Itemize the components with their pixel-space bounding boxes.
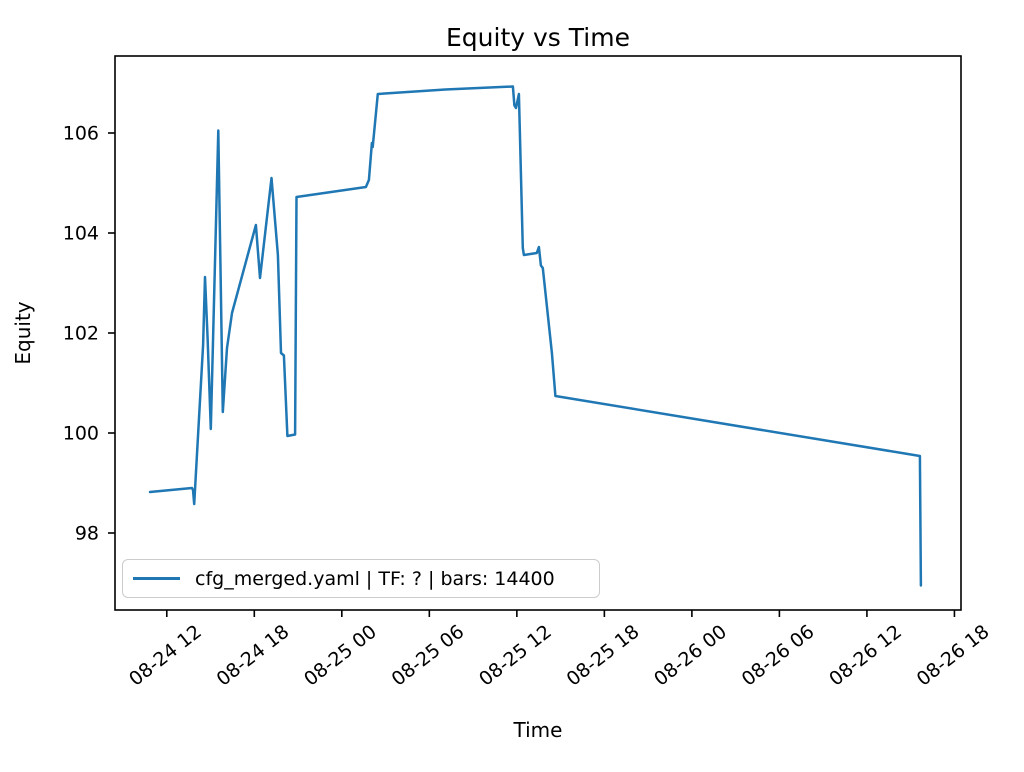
legend-label: cfg_merged.yaml | TF: ? | bars: 14400 <box>195 567 555 590</box>
x-axis-label: Time <box>513 718 563 742</box>
x-tick-label: 08-25 12 <box>475 621 556 691</box>
x-tick-label: 08-25 00 <box>300 621 381 691</box>
legend-line-sample <box>133 577 180 580</box>
plot-border <box>114 55 962 611</box>
y-tick-label: 98 <box>75 523 99 545</box>
legend: cfg_merged.yaml | TF: ? | bars: 14400 <box>122 559 600 598</box>
x-tick-label: 08-26 00 <box>650 621 731 691</box>
x-tick-label: 08-26 18 <box>913 621 994 691</box>
y-tick-label: 106 <box>63 123 99 145</box>
chart-title: Equity vs Time <box>446 23 630 52</box>
x-tick-label: 08-25 18 <box>563 621 644 691</box>
y-axis-label: Equity <box>11 301 35 364</box>
x-tick-label: 08-26 06 <box>738 621 819 691</box>
y-tick-label: 104 <box>63 223 99 245</box>
x-tick-label: 08-24 18 <box>213 621 294 691</box>
x-tick-label: 08-25 06 <box>388 621 469 691</box>
y-tick-label: 100 <box>63 423 99 445</box>
x-tick-label: 08-26 12 <box>825 621 906 691</box>
x-tick-label: 08-24 12 <box>125 621 206 691</box>
y-tick-label: 102 <box>63 323 99 345</box>
series-layer <box>148 85 923 587</box>
equity-line <box>148 85 923 587</box>
